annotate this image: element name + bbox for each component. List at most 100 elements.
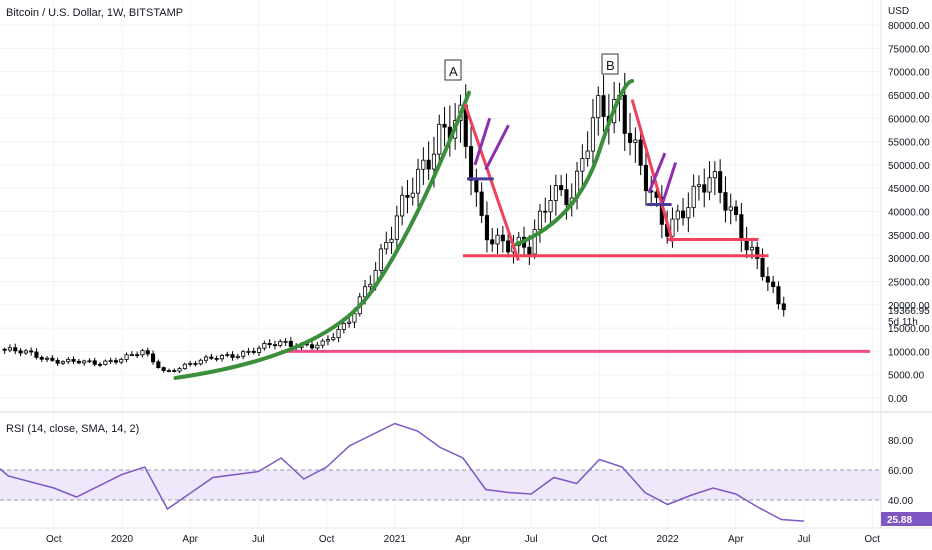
- candle-up: [712, 171, 717, 179]
- rsi-tick-label: 60.00: [888, 466, 913, 477]
- candle-up: [749, 246, 754, 251]
- candle-up: [129, 354, 134, 357]
- peak-label-a[interactable]: A: [444, 59, 462, 81]
- candle-up: [124, 354, 129, 360]
- candle-down: [156, 361, 161, 368]
- candle-up: [241, 351, 246, 357]
- flag-line-a1: [473, 117, 492, 166]
- candle-up: [384, 242, 389, 250]
- candle-up: [389, 238, 394, 243]
- candle-down: [230, 354, 235, 358]
- candle-down: [601, 95, 606, 117]
- time-tick-label: 2021: [384, 534, 407, 545]
- candle-up: [119, 358, 124, 363]
- candle-up: [103, 360, 108, 365]
- candle-down: [193, 363, 198, 365]
- candle-down: [405, 194, 410, 198]
- rsi-band: [0, 470, 881, 500]
- candle-down: [150, 353, 156, 363]
- candle-down: [744, 239, 749, 251]
- candle-down: [543, 210, 548, 213]
- candle-up: [7, 347, 13, 351]
- candle-down: [71, 359, 76, 362]
- candle-down: [18, 350, 23, 354]
- candle-up: [553, 185, 558, 201]
- candle-up: [283, 340, 288, 343]
- candle-up: [691, 185, 696, 209]
- candle-down: [776, 286, 781, 305]
- candle-down: [145, 350, 150, 355]
- price-tick-label: 60000.00: [888, 114, 930, 125]
- time-axis[interactable]: Oct 2020 Apr Jul Oct 2021 Apr Jul Oct 2022 Apr Jul O…: [46, 534, 880, 545]
- candle-up: [325, 339, 330, 342]
- candle-down: [718, 171, 723, 193]
- price-axis[interactable]: 80000.00 75000.00 70000.00 65000.00 60000.00…: [888, 21, 930, 405]
- candle-up: [315, 344, 320, 349]
- candle-up: [378, 248, 383, 271]
- candle-up: [537, 210, 542, 231]
- price-tick-label: 30000.00: [888, 254, 930, 265]
- flag-line-b2: [661, 162, 678, 203]
- candle-down: [628, 133, 633, 143]
- candle-down: [288, 340, 293, 347]
- candle-down: [723, 192, 728, 211]
- candle-up: [87, 360, 92, 363]
- time-tick-label: Oct: [592, 534, 608, 545]
- time-tick-label: Jul: [798, 534, 811, 545]
- candle-up: [352, 313, 357, 323]
- candle-up: [532, 229, 537, 255]
- candle-down: [474, 180, 479, 193]
- price-tick-label: 10000.00: [888, 347, 930, 358]
- candle-down: [484, 215, 489, 241]
- candle-up: [23, 350, 28, 354]
- price-tick-label: 75000.00: [888, 44, 930, 55]
- candle-up: [219, 355, 225, 360]
- downtrend-line-a: [463, 103, 520, 261]
- candle-down: [765, 276, 770, 283]
- peak-label-a-text: A: [449, 64, 458, 79]
- candle-up: [108, 360, 113, 362]
- candle-down: [34, 351, 39, 358]
- candle-up: [548, 200, 553, 213]
- candle-up: [347, 321, 352, 324]
- candle-down: [564, 189, 569, 206]
- candle-down: [527, 246, 532, 255]
- candle-up: [188, 363, 193, 365]
- candle-down: [490, 239, 495, 245]
- time-tick-label: Apr: [182, 534, 198, 545]
- chart-title: Bitcoin / U.S. Dollar, 1W, BITSTAMP: [6, 7, 183, 19]
- time-tick-label: Jul: [252, 534, 265, 545]
- countdown-label: 5d 11h: [888, 317, 918, 328]
- candle-up: [166, 370, 172, 372]
- candle-up: [707, 177, 712, 193]
- candle-down: [209, 356, 214, 359]
- candle-down: [113, 360, 119, 363]
- rsi-tick-label: 40.00: [888, 496, 913, 507]
- price-tick-label: 40000.00: [888, 208, 930, 219]
- candle-down: [50, 357, 55, 361]
- peak-label-b[interactable]: B: [601, 53, 619, 75]
- candle-up: [246, 350, 251, 353]
- parabolic-curve-a: [173, 90, 471, 380]
- candle-down: [702, 184, 707, 193]
- candle-up: [225, 354, 230, 357]
- candle-up: [421, 159, 426, 170]
- candle-down: [500, 234, 505, 242]
- grid-lines: [0, 0, 881, 528]
- peak-label-b-box: [601, 53, 619, 75]
- time-tick-label: Oct: [46, 534, 62, 545]
- time-tick-label: Jul: [525, 534, 538, 545]
- candle-down: [267, 342, 272, 346]
- time-tick-label: Apr: [728, 534, 744, 545]
- candle-up: [495, 234, 500, 245]
- time-tick-label: 2022: [656, 534, 679, 545]
- time-tick-label: Apr: [455, 534, 471, 545]
- candle-down: [559, 185, 564, 191]
- candle-up: [431, 153, 436, 170]
- candle-down: [468, 146, 474, 181]
- rsi-line: [0, 422, 805, 522]
- time-tick-label: Oct: [864, 534, 880, 545]
- candle-down: [272, 344, 277, 347]
